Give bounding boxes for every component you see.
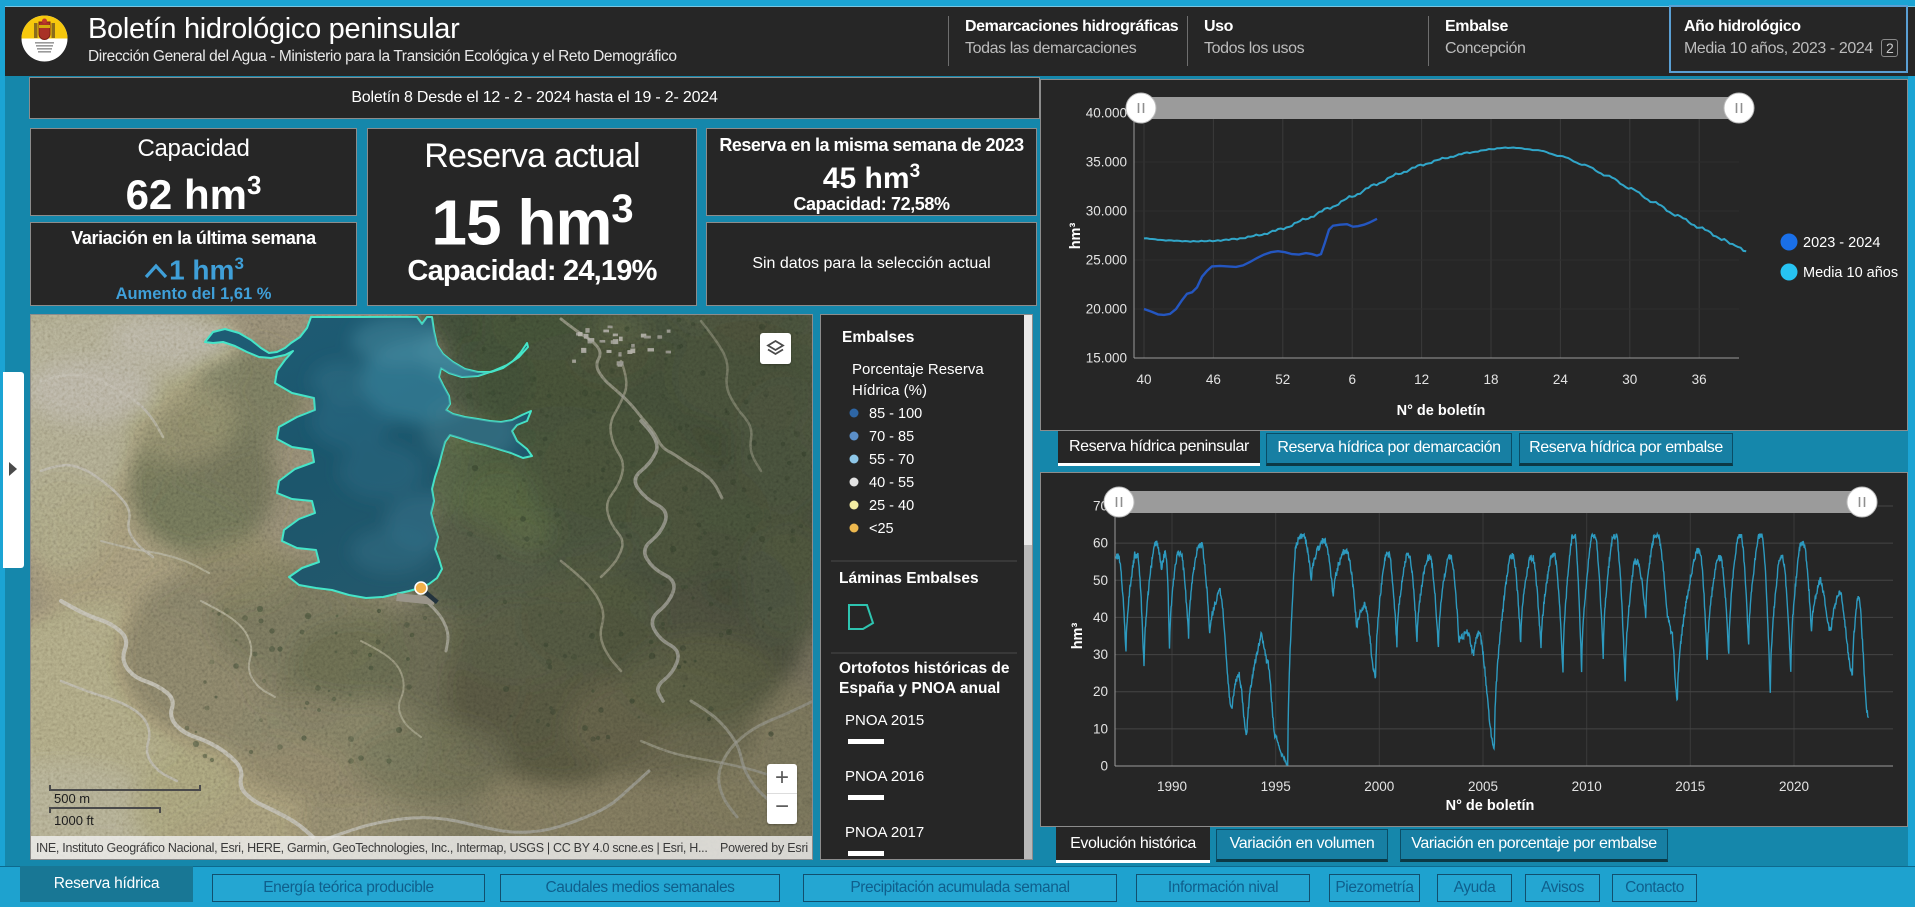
svg-text:<25: <25 <box>869 521 894 537</box>
svg-text:2015: 2015 <box>1675 779 1705 794</box>
svg-text:36: 36 <box>1692 372 1707 387</box>
svg-text:PNOA 2015: PNOA 2015 <box>845 712 924 729</box>
svg-text:20: 20 <box>1093 684 1108 699</box>
svg-text:70 - 85: 70 - 85 <box>869 429 914 445</box>
svg-text:52: 52 <box>1275 372 1290 387</box>
svg-text:6: 6 <box>1348 372 1356 387</box>
svg-text:85 - 100: 85 - 100 <box>869 406 922 422</box>
svg-text:Láminas Embalses: Láminas Embalses <box>839 570 979 587</box>
svg-text:30: 30 <box>1622 372 1637 387</box>
svg-text:2023 - 2024: 2023 - 2024 <box>1803 235 1880 251</box>
svg-text:30.000: 30.000 <box>1086 204 1127 219</box>
svg-text:60: 60 <box>1093 536 1108 551</box>
svg-text:Ortofotos históricas de: Ortofotos históricas de <box>839 660 1010 677</box>
svg-text:40.000: 40.000 <box>1086 106 1127 121</box>
svg-text:25.000: 25.000 <box>1086 253 1127 268</box>
svg-text:46: 46 <box>1206 372 1221 387</box>
svg-text:Hídrica (%): Hídrica (%) <box>852 382 927 399</box>
svg-text:1990: 1990 <box>1157 779 1187 794</box>
svg-text:N° de boletín: N° de boletín <box>1446 798 1535 814</box>
svg-text:España y PNOA anual: España y PNOA anual <box>839 680 1000 697</box>
svg-text:50: 50 <box>1093 573 1108 588</box>
svg-text:2020: 2020 <box>1779 779 1809 794</box>
svg-text:25 - 40: 25 - 40 <box>869 498 914 514</box>
svg-text:55 - 70: 55 - 70 <box>869 452 914 468</box>
svg-text:PNOA 2017: PNOA 2017 <box>845 824 924 841</box>
svg-text:N° de boletín: N° de boletín <box>1397 403 1486 419</box>
svg-text:Porcentaje Reserva: Porcentaje Reserva <box>852 361 984 378</box>
svg-text:Embalses: Embalses <box>842 329 914 346</box>
svg-text:hm³: hm³ <box>1070 623 1086 650</box>
svg-text:Media 10 años: Media 10 años <box>1803 265 1898 281</box>
svg-text:12: 12 <box>1414 372 1429 387</box>
svg-text:40 - 55: 40 - 55 <box>869 475 914 491</box>
svg-text:18: 18 <box>1483 372 1498 387</box>
svg-text:hm³: hm³ <box>1068 223 1084 250</box>
svg-text:PNOA 2016: PNOA 2016 <box>845 768 924 785</box>
svg-text:35.000: 35.000 <box>1086 155 1127 170</box>
svg-text:0: 0 <box>1100 759 1108 774</box>
svg-text:40: 40 <box>1136 372 1151 387</box>
svg-text:20.000: 20.000 <box>1086 302 1127 317</box>
svg-text:15.000: 15.000 <box>1086 351 1127 366</box>
svg-text:2005: 2005 <box>1468 779 1498 794</box>
svg-text:2010: 2010 <box>1572 779 1602 794</box>
svg-text:1995: 1995 <box>1261 779 1291 794</box>
svg-text:10: 10 <box>1093 721 1108 736</box>
svg-text:30: 30 <box>1093 647 1108 662</box>
svg-text:2000: 2000 <box>1364 779 1394 794</box>
svg-text:24: 24 <box>1553 372 1569 387</box>
svg-text:40: 40 <box>1093 610 1108 625</box>
